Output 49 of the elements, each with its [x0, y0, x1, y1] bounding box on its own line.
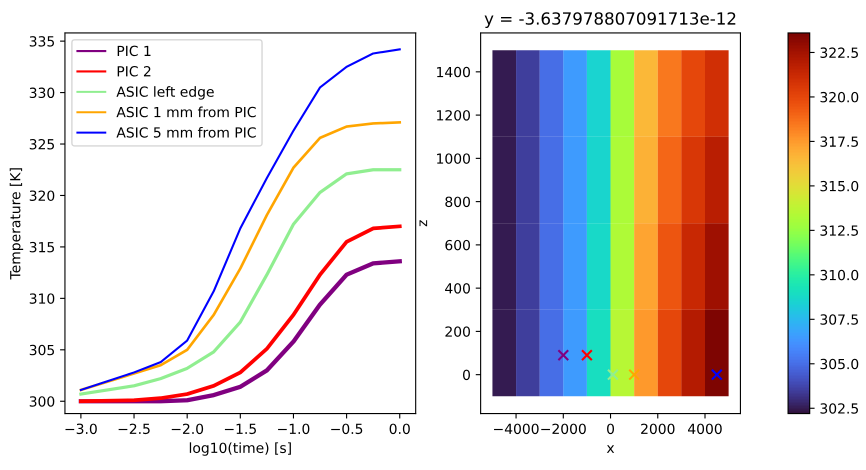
- y-tick-label: 330: [30, 88, 54, 98]
- x-tick-label: 0.0: [390, 424, 410, 434]
- x-tick-label: 0: [607, 424, 614, 434]
- color-bar-label: 310.0: [820, 270, 858, 280]
- color-bar-label: 307.5: [820, 314, 858, 325]
- y-tick-label: 1200: [437, 110, 470, 121]
- x-tick-label: −0.5: [331, 424, 362, 434]
- y-tick-label: 200: [445, 326, 470, 337]
- color-bar-label: 305.0: [820, 358, 858, 370]
- color-bar-label: 302.5: [820, 403, 858, 414]
- chart-title: y = -3.637978807091713e-12: [484, 12, 736, 28]
- x-tick-label: −4000: [494, 424, 539, 434]
- x-tick-label: −3.0: [66, 424, 97, 434]
- x-tick-label: −2.0: [172, 424, 204, 434]
- y-tick-label: 0: [462, 370, 470, 380]
- x-tick-label: 2000: [641, 424, 675, 434]
- legend-label: PIC 1: [118, 46, 150, 56]
- y-tick-label: 800: [445, 196, 470, 208]
- x-tick-label: −1.5: [224, 424, 256, 434]
- color-bar-label: 317.5: [820, 136, 858, 147]
- x-axis-title: x: [606, 445, 614, 453]
- line-series: [79, 224, 402, 404]
- x-tick-label: −2.5: [118, 424, 150, 434]
- y-tick-label: 1400: [437, 66, 470, 78]
- y-axis-title: z: [420, 220, 428, 226]
- legend-label: ASIC 5 mm from PIC: [116, 126, 256, 138]
- color-bar-label: 322.5: [820, 47, 858, 58]
- color-bar-label: 312.5: [820, 225, 858, 236]
- x-tick-label: −1.0: [278, 424, 310, 434]
- y-tick-label: 325: [30, 138, 54, 150]
- y-tick-label: 310: [30, 293, 54, 304]
- legend-label: PIC 2: [118, 66, 150, 77]
- legend-label: ASIC 1 mm from PIC: [116, 106, 256, 118]
- y-tick-label: 335: [30, 36, 54, 47]
- x-tick-label: 4000: [688, 424, 722, 434]
- y-tick-label: 300: [30, 396, 54, 407]
- y-axis-title: Temperature [K]: [10, 168, 24, 280]
- line-series: [79, 168, 402, 396]
- y-tick-label: 315: [30, 242, 54, 252]
- color-bar-label: 315.0: [820, 180, 858, 192]
- y-tick-label: 1000: [437, 153, 470, 164]
- y-tick-label: 400: [445, 283, 470, 294]
- x-axis-title: log10(time) [s]: [190, 442, 291, 456]
- x-tick-label: −2000: [541, 424, 586, 434]
- y-tick-label: 600: [445, 240, 470, 250]
- color-bar-label: 320.0: [820, 92, 858, 102]
- y-tick-label: 305: [30, 344, 54, 356]
- y-tick-label: 320: [30, 190, 54, 201]
- legend-label: ASIC left edge: [116, 86, 214, 100]
